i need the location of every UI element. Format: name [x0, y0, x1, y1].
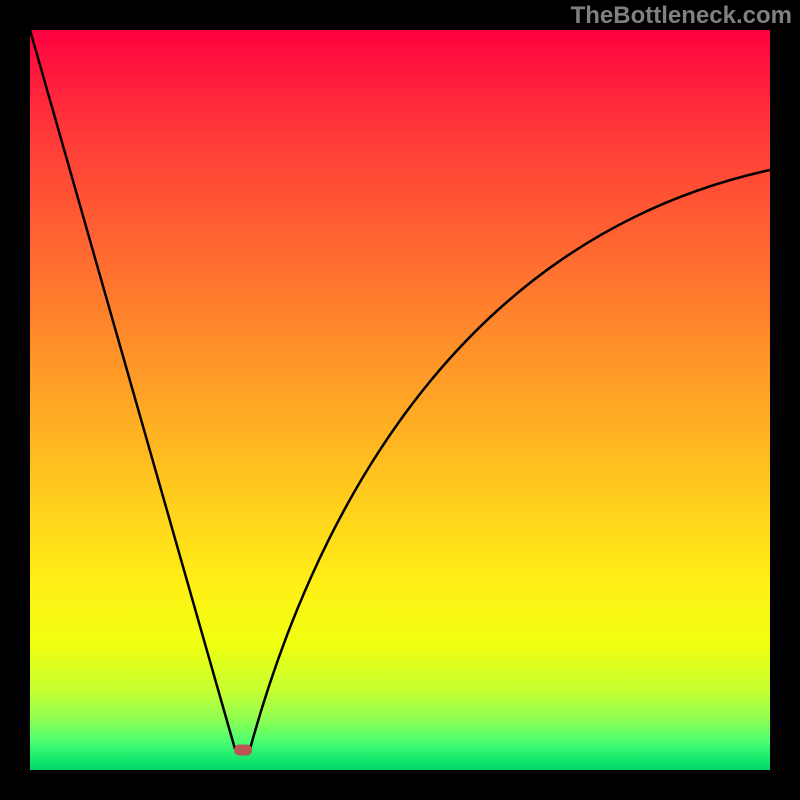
plot-area	[30, 30, 770, 770]
bottleneck-chart	[0, 0, 800, 800]
optimal-marker	[234, 745, 252, 756]
watermark-text: TheBottleneck.com	[571, 2, 792, 30]
chart-container: TheBottleneck.com	[0, 0, 800, 800]
